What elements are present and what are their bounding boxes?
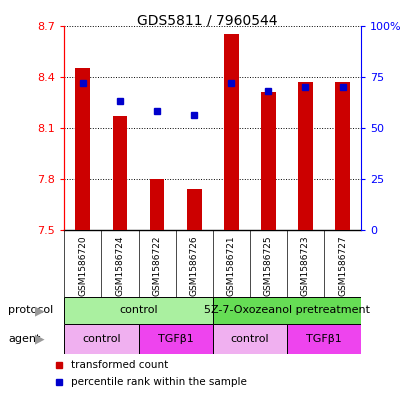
Bar [213, 324, 287, 354]
Text: GSM1586720: GSM1586720 [78, 235, 88, 296]
Text: TGFβ1: TGFβ1 [306, 334, 342, 344]
Bar [139, 324, 213, 354]
Text: GSM1586726: GSM1586726 [190, 235, 199, 296]
Bar [213, 297, 361, 324]
Bar [187, 189, 202, 230]
Bar [112, 116, 127, 230]
Text: GSM1586725: GSM1586725 [264, 235, 273, 296]
Text: 5Z-7-Oxozeanol pretreatment: 5Z-7-Oxozeanol pretreatment [204, 305, 370, 316]
Bar [224, 34, 239, 230]
Bar [150, 179, 164, 230]
Text: transformed count: transformed count [71, 360, 168, 370]
Bar [287, 324, 361, 354]
Text: GSM1586724: GSM1586724 [115, 235, 124, 296]
Text: control: control [230, 334, 269, 344]
Bar [64, 324, 139, 354]
Text: GSM1586721: GSM1586721 [227, 235, 236, 296]
Text: control: control [82, 334, 121, 344]
Text: ▶: ▶ [34, 332, 44, 345]
Text: GSM1586723: GSM1586723 [301, 235, 310, 296]
Text: agent: agent [8, 334, 41, 344]
Text: protocol: protocol [8, 305, 54, 316]
Text: GSM1586727: GSM1586727 [338, 235, 347, 296]
Bar [261, 92, 276, 230]
Text: ▶: ▶ [34, 304, 44, 317]
Bar [64, 297, 213, 324]
Bar [76, 68, 90, 230]
Bar [335, 82, 350, 230]
Text: percentile rank within the sample: percentile rank within the sample [71, 377, 247, 387]
Text: TGFβ1: TGFβ1 [158, 334, 193, 344]
Text: GSM1586722: GSM1586722 [153, 235, 161, 296]
Bar [298, 82, 313, 230]
Text: GDS5811 / 7960544: GDS5811 / 7960544 [137, 14, 278, 28]
Text: control: control [119, 305, 158, 316]
